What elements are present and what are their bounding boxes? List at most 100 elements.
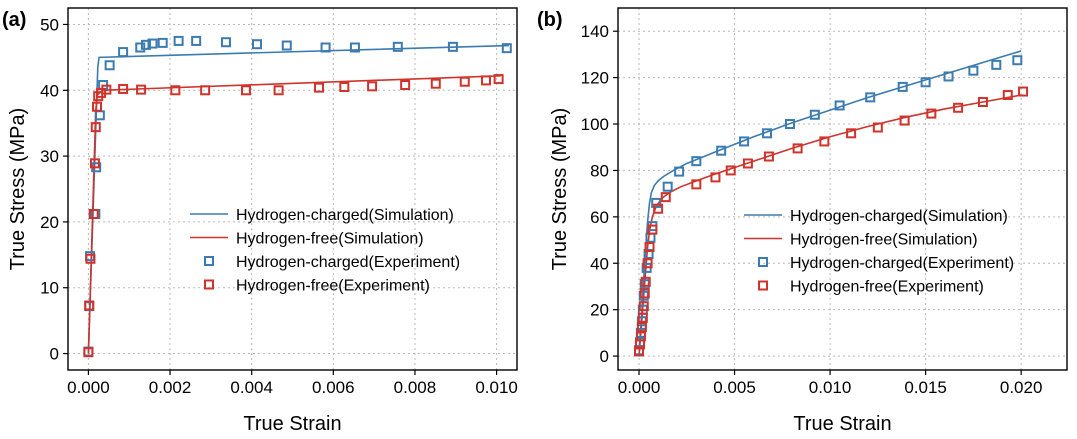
y-tick-label-b-2: 40 <box>590 254 609 273</box>
legend-label-a-3: Hydrogen-free(Experiment) <box>236 278 430 295</box>
series-a-2-point-19 <box>349 42 360 53</box>
legend-label-a-0: Hydrogen-charged(Simulation) <box>236 207 454 224</box>
series-b-2-point-19 <box>809 109 820 120</box>
series-a-3-point-20 <box>430 78 441 89</box>
y-tick-label-b-6: 120 <box>581 69 609 88</box>
series-a-3-point-5 <box>90 122 101 133</box>
y-tick-label-a-2: 20 <box>40 213 59 232</box>
series-b-3-point-15 <box>725 165 736 176</box>
legend-label-b-0: Hydrogen-charged(Simulation) <box>790 208 1008 225</box>
series-a-3-point-15 <box>273 85 284 96</box>
x-tick-label-a-5: 0.010 <box>475 378 518 397</box>
chart-panel-b: 0.000 0.005 0.010 0.015 0.020 0 20 40 60 80 100 120… <box>537 7 1068 435</box>
series-a-2-point-20 <box>392 41 403 52</box>
y-tick-label-b-1: 20 <box>590 301 609 320</box>
axes-frame-b <box>617 7 1068 371</box>
series-b-2-point-16 <box>739 136 750 147</box>
series-a-3-point-0 <box>83 347 94 358</box>
series-a-2-point-18 <box>320 42 331 53</box>
y-tick-label-b-7: 140 <box>581 22 609 41</box>
series-a-3-point-10 <box>118 83 129 94</box>
series-a-3-point-18 <box>367 81 378 92</box>
plot-area-a <box>83 35 512 358</box>
plot-area-b <box>634 50 1029 357</box>
series-b-2-point-15 <box>716 145 727 156</box>
series-b-3-point-27 <box>1018 86 1029 97</box>
series-b-3-point-9 <box>644 242 655 253</box>
series-a-2-point-17 <box>281 40 292 51</box>
series-a-2-point-15 <box>220 37 231 48</box>
series-b-2-point-25 <box>968 65 979 76</box>
series-a-3-point-17 <box>339 81 350 92</box>
series-a-2-point-8 <box>118 47 129 58</box>
series-b-3-point-12 <box>660 192 671 203</box>
series-a-3-point-4 <box>89 158 100 169</box>
series-a-3-point-11 <box>136 84 147 95</box>
legend-swatch-a-2 <box>204 256 214 266</box>
y-axis-label-b: True Stress (MPa) <box>549 108 571 271</box>
y-tick-label-a-0: 0 <box>50 345 59 364</box>
legend-label-b-2: Hydrogen-charged(Experiment) <box>790 255 1014 272</box>
series-b-2-point-20 <box>834 100 845 111</box>
y-tick-label-b-3: 60 <box>590 208 609 227</box>
panel-label-b: (b) <box>537 9 563 31</box>
series-b-2-point-14 <box>691 156 702 167</box>
series-b-3-point-20 <box>846 128 857 139</box>
series-a-3-point-2 <box>85 253 96 264</box>
series-a-3-point-14 <box>240 85 251 96</box>
x-tick-label-a-0: 0.000 <box>67 378 110 397</box>
series-a-2-point-22 <box>501 43 512 54</box>
y-tick-label-a-3: 30 <box>40 147 59 166</box>
series-b-2-point-18 <box>784 119 795 130</box>
series-a-2-point-7 <box>104 60 115 71</box>
series-b-3-point-2 <box>635 331 646 342</box>
series-b-3-point-23 <box>926 108 937 119</box>
x-axis-label-a: True Strain <box>243 413 341 435</box>
series-b-3-point-22 <box>899 115 910 126</box>
x-tick-label-b-0: 0.000 <box>618 378 661 397</box>
x-tick-label-b-3: 0.015 <box>904 378 947 397</box>
series-a-2-point-9 <box>135 42 146 53</box>
series-a-3-point-21 <box>459 76 470 87</box>
series-b-3-point-6 <box>639 288 650 299</box>
series-a-2-point-12 <box>157 37 168 48</box>
series-b-3-point-0 <box>634 346 645 357</box>
legend-label-b-1: Hydrogen-free(Simulation) <box>790 232 978 249</box>
series-b-3-point-11 <box>653 203 664 214</box>
series-b-3-point-5 <box>638 301 649 312</box>
series-a-3-point-16 <box>314 82 325 93</box>
series-a-2-point-11 <box>147 38 158 49</box>
legend-swatch-a-3 <box>204 279 214 290</box>
axes-frame-a <box>67 7 518 371</box>
series-b-2-point-27 <box>1012 55 1023 66</box>
legend-label-a-2: Hydrogen-charged(Experiment) <box>236 254 460 271</box>
series-b-3-point-21 <box>872 122 883 133</box>
x-tick-label-a-3: 0.006 <box>312 378 355 397</box>
series-b-3-point-18 <box>792 143 803 154</box>
series-b-2-point-22 <box>897 81 908 92</box>
series-a-2-point-13 <box>173 35 184 46</box>
series-b-3-point-10 <box>647 224 658 235</box>
y-tick-label-b-4: 80 <box>590 161 609 180</box>
series-a-3-point-22 <box>480 75 491 86</box>
series-b-2-point-23 <box>920 77 931 88</box>
legend-swatch-b-3 <box>758 280 768 291</box>
series-b-2-point-11 <box>651 197 662 208</box>
x-axis-label-b: True Strain <box>793 413 891 435</box>
series-b-3-point-7 <box>640 276 651 287</box>
legend-label-a-1: Hydrogen-free(Simulation) <box>236 231 424 248</box>
series-a-3-point-12 <box>170 85 181 96</box>
x-tick-label-a-4: 0.008 <box>394 378 437 397</box>
series-a-2-point-16 <box>251 39 262 50</box>
series-b-3-point-14 <box>710 172 721 183</box>
series-b-3-point-25 <box>977 96 988 107</box>
y-tick-label-a-4: 40 <box>40 81 59 100</box>
series-a-2-point-14 <box>191 35 202 46</box>
series-b-3-point-17 <box>763 151 774 162</box>
series-b-2-point-21 <box>865 92 876 103</box>
series-b-2-point-17 <box>762 128 773 139</box>
series-b-3-point-19 <box>819 136 830 147</box>
x-tick-label-a-2: 0.004 <box>230 378 273 397</box>
series-b-2-point-26 <box>991 59 1002 70</box>
